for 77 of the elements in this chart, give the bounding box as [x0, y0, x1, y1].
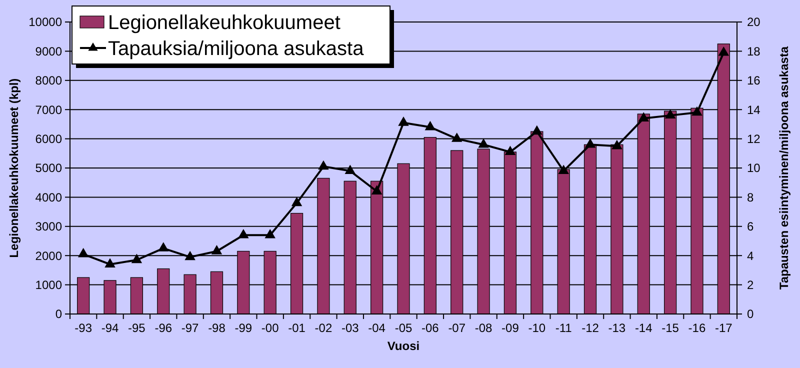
y-tick-label: 3000 [35, 220, 62, 234]
x-axis-title: Vuosi [387, 339, 420, 353]
x-tick-label: -00 [261, 321, 280, 335]
y-tick-label: 5000 [35, 161, 62, 176]
y-tick-label: 10000 [28, 15, 62, 30]
point [612, 140, 622, 150]
x-tick-label: -12 [582, 321, 600, 335]
y2-tick-label: 12 [747, 132, 761, 146]
point [638, 112, 649, 122]
x-tick-label: -98 [208, 321, 226, 335]
x-tick-label: -17 [714, 321, 733, 335]
y2-tick-label: 4 [747, 248, 754, 263]
point [504, 146, 516, 156]
point [131, 254, 142, 264]
x-tick-label: -06 [422, 321, 440, 335]
x-tick-label: -08 [474, 321, 493, 335]
y-tick-label: 9000 [35, 44, 62, 58]
x-tick-label: -11 [555, 321, 572, 335]
x-tick-label: -13 [608, 321, 626, 335]
y2-tick-label: 6 [747, 220, 754, 234]
x-tick-label: -16 [688, 321, 706, 335]
y-tick-label: 7000 [35, 102, 62, 117]
point [238, 228, 249, 238]
x-tick-label: -10 [528, 321, 546, 335]
point [264, 228, 276, 238]
x-tick-label: -02 [314, 321, 332, 335]
x-tick-label: -96 [154, 321, 172, 335]
x-tick-label: -93 [74, 321, 92, 335]
y2-tick-label: 16 [747, 74, 761, 88]
x-tick-label: -14 [634, 321, 653, 335]
point [184, 250, 196, 260]
y2-tick-label: 8 [747, 190, 754, 204]
x-tick-label: -94 [101, 321, 120, 335]
point [104, 258, 116, 268]
y2-tick-label: 18 [747, 44, 761, 58]
x-tick-label: -07 [448, 321, 466, 335]
point [318, 160, 329, 170]
point [291, 196, 302, 206]
point [158, 242, 169, 252]
y2-tick-label: 20 [747, 15, 761, 30]
point [344, 164, 356, 174]
point [692, 106, 702, 116]
point [424, 120, 436, 130]
point [371, 185, 382, 194]
x-tick-label: -15 [662, 321, 680, 335]
point [78, 248, 89, 258]
y-axis-title: Legionellakeuhkokuumeet (kpl) [7, 78, 21, 258]
point [584, 138, 596, 148]
point [718, 46, 730, 56]
legend-label: Legionellakeuhkokuumeet [108, 12, 341, 34]
point [478, 138, 489, 148]
x-tick-label: -97 [181, 321, 200, 335]
y2-axis-title: Tapausten esiintyminen/miljoona asukasta [777, 46, 791, 290]
y2-tick-label: 14 [747, 102, 761, 117]
y-tick-label: 0 [55, 307, 62, 322]
point [398, 116, 409, 126]
x-tick-label: -01 [288, 321, 306, 335]
y2-tick-label: 10 [747, 161, 761, 176]
y2-tick-label: 0 [747, 307, 754, 322]
x-tick-label: -95 [128, 321, 146, 335]
y-tick-label: 2000 [35, 248, 62, 263]
y-tick-label: 8000 [35, 74, 62, 88]
point [532, 125, 542, 135]
legend-label: Tapauksia/miljoona asukasta [108, 38, 365, 60]
point [211, 245, 222, 254]
point [451, 132, 462, 142]
y-tick-label: 6000 [35, 132, 62, 146]
point [558, 164, 569, 174]
x-tick-label: -09 [502, 321, 520, 335]
x-tick-label: -99 [234, 321, 252, 335]
point [664, 109, 676, 119]
x-tick-label: -04 [368, 321, 386, 335]
y-tick-label: 1000 [35, 278, 62, 292]
x-tick-label: -03 [341, 321, 360, 335]
y2-tick-label: 2 [747, 278, 754, 292]
x-tick-label: -05 [394, 321, 412, 335]
y-tick-label: 4000 [35, 190, 62, 204]
